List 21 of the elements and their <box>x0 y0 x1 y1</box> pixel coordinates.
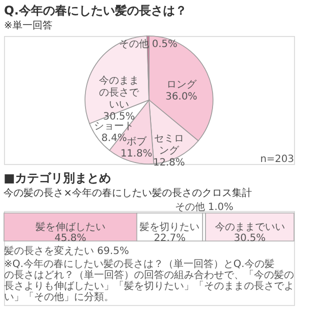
slice-label: セミロング <box>154 134 184 157</box>
text: 髪の長さを変えたい 69.5% <box>4 245 129 257</box>
data-label: 36.0% <box>166 92 198 103</box>
series-label: 髪を切りたい <box>140 221 200 233</box>
series-label: 今のままでいい <box>214 221 285 233</box>
chart-title: Q.今年の春にしたい髪の長さは？ <box>4 3 187 18</box>
chart-subtitle: ※単一回答 <box>4 19 52 32</box>
data-label: 11.8% <box>120 148 152 160</box>
slice-label: ボブ <box>126 136 148 148</box>
text: その他 1.0% <box>174 202 234 213</box>
data-label: 22.7% <box>154 233 186 244</box>
data-label: 12.8% <box>153 158 185 169</box>
text: ※Q.今年の春にしたい髪の長さは？（単一回答）とQ.今の髪の長さはどれ？（単一回答）の回答の組み合わせで、「今の髪の長さよりも伸ばしたい」「髪を切りたい」「そのままの長さでよい」「その他」に分類。 <box>4 258 294 303</box>
data-label: 30.5% <box>234 233 266 244</box>
text: n=203 <box>260 154 294 165</box>
slice-label: ロング <box>166 80 198 91</box>
slice-label: 今のままの長さでいい <box>99 74 140 110</box>
chart-subtitle: 今の髪の長さ×今年の春にしたい髪の長さのクロス集計 <box>4 187 252 199</box>
chart-title: ■カテゴリ別まとめ <box>4 171 111 185</box>
series-label: 髪を伸ばしたい <box>35 221 106 233</box>
data-label: 45.8% <box>54 233 86 244</box>
